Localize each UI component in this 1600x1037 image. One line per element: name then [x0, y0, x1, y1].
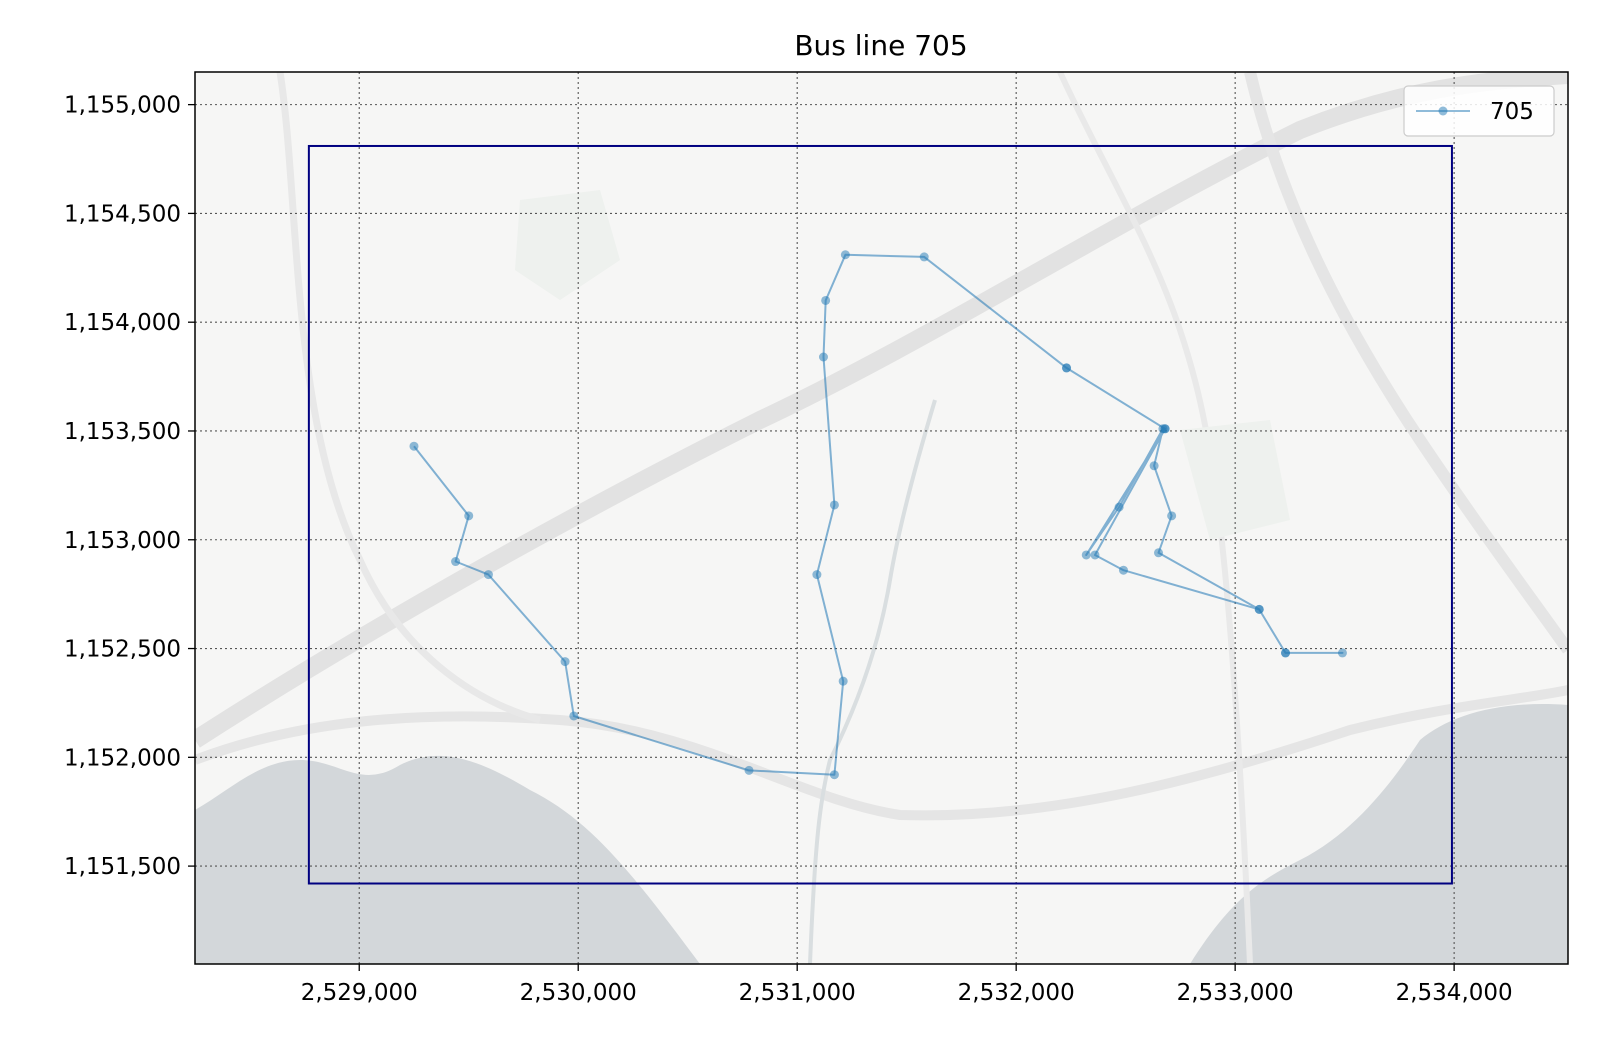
y-tick-label: 1,154,000: [64, 310, 181, 336]
stop-point: [1167, 511, 1177, 521]
y-tick-label: 1,152,500: [64, 637, 181, 663]
stop-point: [919, 252, 929, 262]
y-tick-label: 1,153,500: [64, 419, 181, 445]
stop-point: [1090, 550, 1100, 560]
y-axis: 1,151,500 1,152,000 1,152,500 1,153,000 1,15…: [64, 93, 195, 880]
stop-point: [744, 765, 754, 775]
stop-point: [409, 441, 419, 451]
stop-point: [829, 770, 839, 780]
stop-point: [560, 657, 570, 667]
stop-point: [838, 676, 848, 686]
stop-point: [1337, 648, 1347, 658]
road-lakeside: [195, 685, 1568, 821]
plot-frame: [194, 71, 1569, 965]
legend-label-705: 705: [1490, 99, 1534, 125]
x-axis: 2,529,000 2,530,000 2,531,000 2,532,000 2,53…: [301, 964, 1513, 1006]
grid: [195, 72, 1568, 964]
series-705-points: [409, 250, 1347, 780]
stop-point: [1114, 502, 1124, 512]
highway-main: [195, 72, 1568, 748]
stop-point: [1281, 648, 1291, 658]
legend: 705: [1403, 85, 1555, 137]
y-tick-label: 1,155,000: [64, 93, 181, 119]
lake-water-right: [1190, 704, 1568, 964]
stop-point: [1254, 604, 1264, 614]
stop-point: [818, 352, 828, 362]
y-tick-label: 1,151,500: [64, 854, 181, 880]
stop-point: [451, 557, 461, 567]
stop-point: [464, 511, 474, 521]
series-705-path: [413, 253, 1344, 776]
stop-point: [840, 250, 850, 260]
x-tick-label: 2,532,000: [958, 980, 1075, 1006]
stop-point: [1062, 363, 1072, 373]
x-tick-label: 2,530,000: [520, 980, 637, 1006]
green-area-2: [1180, 420, 1290, 540]
stop-point: [483, 570, 493, 580]
stop-point: [1154, 548, 1164, 558]
y-tick-label: 1,153,000: [64, 528, 181, 554]
map-background: [195, 72, 1568, 964]
lake-water-left: [195, 755, 700, 964]
y-tick-label: 1,152,000: [64, 745, 181, 771]
stop-point: [812, 570, 822, 580]
stop-point: [829, 500, 839, 510]
legend-marker-swatch: [1438, 106, 1448, 116]
road-east: [1244, 72, 1568, 654]
stop-point: [1149, 461, 1159, 471]
road-west: [276, 72, 541, 724]
bounding-box: [307, 144, 1453, 885]
chart-title: Bus line 705: [794, 29, 967, 62]
legend-box: [1403, 85, 1555, 137]
x-tick-label: 2,533,000: [1177, 980, 1294, 1006]
stop-point: [569, 711, 579, 721]
x-tick-label: 2,531,000: [739, 980, 856, 1006]
stop-point: [1118, 565, 1128, 575]
y-tick-label: 1,154,500: [64, 201, 181, 227]
stop-point: [821, 295, 831, 305]
series-705-line: [413, 253, 1344, 776]
rail-line: [1057, 72, 1253, 964]
x-tick-label: 2,529,000: [301, 980, 418, 1006]
stop-point: [1081, 550, 1091, 560]
green-area-1: [515, 190, 620, 300]
stop-point: [1160, 424, 1170, 434]
x-tick-label: 2,534,000: [1396, 980, 1513, 1006]
river: [808, 399, 937, 964]
